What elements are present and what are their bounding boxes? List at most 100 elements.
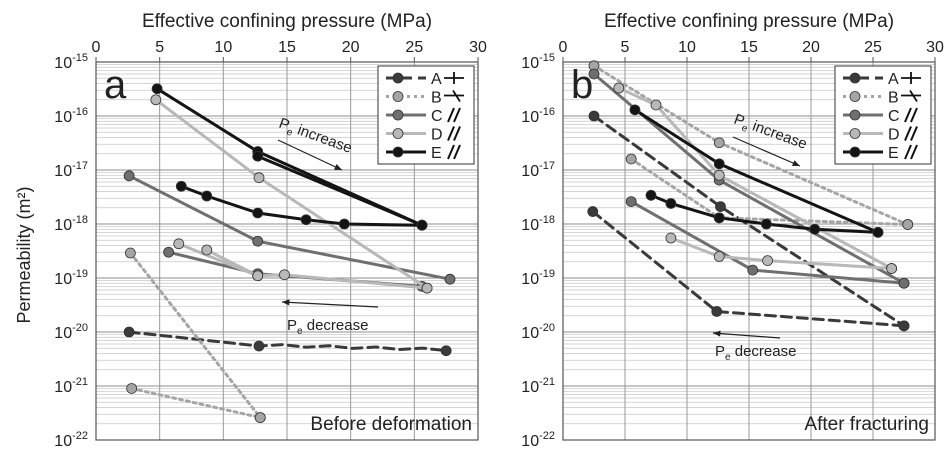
data-point-C [444, 273, 456, 285]
legend-marker-E [392, 146, 404, 158]
y-tick-label: 10-19 [521, 268, 555, 288]
legend-label-C: C [888, 108, 900, 125]
x-tick-label: 30 [469, 39, 487, 56]
y-tick-label: 10-19 [54, 268, 88, 288]
y-tick-label: 10-16 [521, 106, 555, 126]
series-line-D [177, 242, 429, 290]
y-tick-label: 10-17 [521, 160, 555, 180]
data-point-A [587, 206, 599, 217]
series-A [587, 110, 910, 332]
series-line-D [205, 248, 260, 278]
double-slash-icon [447, 126, 461, 141]
legend-marker-A [392, 72, 404, 84]
data-point-D [279, 269, 290, 281]
series-D [613, 82, 897, 274]
series-E [629, 104, 884, 238]
x-tick-label: 0 [559, 39, 568, 56]
x-tick-label: 5 [621, 39, 630, 56]
data-point-A [253, 340, 265, 352]
arrow-decrease [281, 301, 379, 308]
series-A [123, 326, 452, 357]
fault-reverse-icon [901, 90, 921, 102]
panel-label: b [571, 63, 593, 107]
x-tick-label: 10 [678, 39, 696, 56]
x-tick-label: 20 [802, 39, 820, 56]
y-tick-label: 10-22 [521, 430, 555, 450]
data-point-B [625, 153, 637, 165]
x-tick-label: 25 [864, 39, 882, 56]
legend-marker-B [392, 91, 404, 102]
x-tick-label: 15 [278, 39, 296, 56]
corner-caption: Before deformation [310, 414, 472, 435]
series-line-A [127, 330, 448, 353]
series-line-E [256, 154, 424, 227]
legend-marker-B [849, 91, 861, 102]
data-point-E [175, 180, 187, 192]
data-point-E [713, 158, 725, 170]
legend-label-D: D [888, 127, 900, 144]
data-point-E [713, 212, 725, 224]
y-tick-label: 10-18 [54, 214, 88, 234]
data-point-D [713, 169, 725, 181]
legend-marker-D [849, 128, 861, 139]
data-point-C [747, 264, 759, 276]
fault-normal-icon [901, 72, 921, 84]
y-axis-label: Permeability (m²) [14, 186, 34, 323]
data-point-D [650, 99, 662, 111]
double-slash-icon [904, 107, 918, 123]
y-tick-label: 10-16 [54, 106, 88, 126]
x-tick-label: 5 [155, 39, 164, 56]
y-tick-label: 10-21 [521, 376, 555, 396]
y-tick-label: 10-21 [54, 376, 88, 396]
series-line-D [669, 236, 894, 270]
data-point-A [588, 110, 600, 122]
x-tick-label: 30 [926, 39, 944, 56]
legend-marker-C [849, 109, 861, 121]
data-point-D [253, 172, 265, 184]
data-point-E [645, 189, 657, 201]
corner-caption: After fracturing [804, 414, 929, 435]
data-point-B [126, 383, 138, 394]
double-slash-icon [904, 144, 918, 160]
series-line-B [128, 251, 262, 420]
data-point-A [123, 326, 135, 338]
legend-label-B: B [888, 90, 899, 107]
arrowhead-increase [792, 160, 800, 166]
y-tick-label: 10-15 [521, 52, 555, 72]
data-point-E [665, 198, 677, 209]
data-point-E [300, 214, 312, 226]
y-tick-label: 10-18 [521, 214, 555, 234]
legend-label-C: C [431, 108, 443, 125]
data-point-A [898, 320, 910, 332]
data-point-E [338, 218, 350, 230]
y-tick-label: 10-17 [54, 160, 88, 180]
y-tick-label: 10-22 [54, 430, 88, 450]
legend-label-E: E [431, 145, 442, 162]
y-tick-label: 10-20 [521, 322, 555, 342]
data-point-E [252, 207, 264, 219]
data-point-D [421, 282, 433, 294]
data-point-E [809, 223, 821, 235]
series-B [588, 60, 914, 230]
x-tick-label: 0 [92, 39, 101, 56]
data-point-A [440, 345, 452, 357]
data-point-D [201, 244, 213, 256]
data-point-B [713, 137, 725, 149]
arrowhead-increase [334, 164, 342, 170]
arrow-increase [277, 139, 343, 171]
series-line-D [617, 86, 894, 270]
data-point-E [416, 219, 428, 231]
fault-reverse-icon [444, 90, 464, 102]
y-tick-label: 10-15 [54, 52, 88, 72]
x-axis-label: Effective confining pressure (MPa) [142, 11, 432, 32]
arrow-increase [732, 136, 801, 167]
data-point-D [150, 94, 162, 106]
annotation-pe-decrease: Pe decrease [715, 343, 796, 363]
legend-label-B: B [431, 90, 442, 107]
data-point-E [252, 150, 264, 162]
data-point-E [201, 190, 213, 202]
legend-label-E: E [888, 145, 899, 162]
arrow-decrease [712, 332, 781, 339]
